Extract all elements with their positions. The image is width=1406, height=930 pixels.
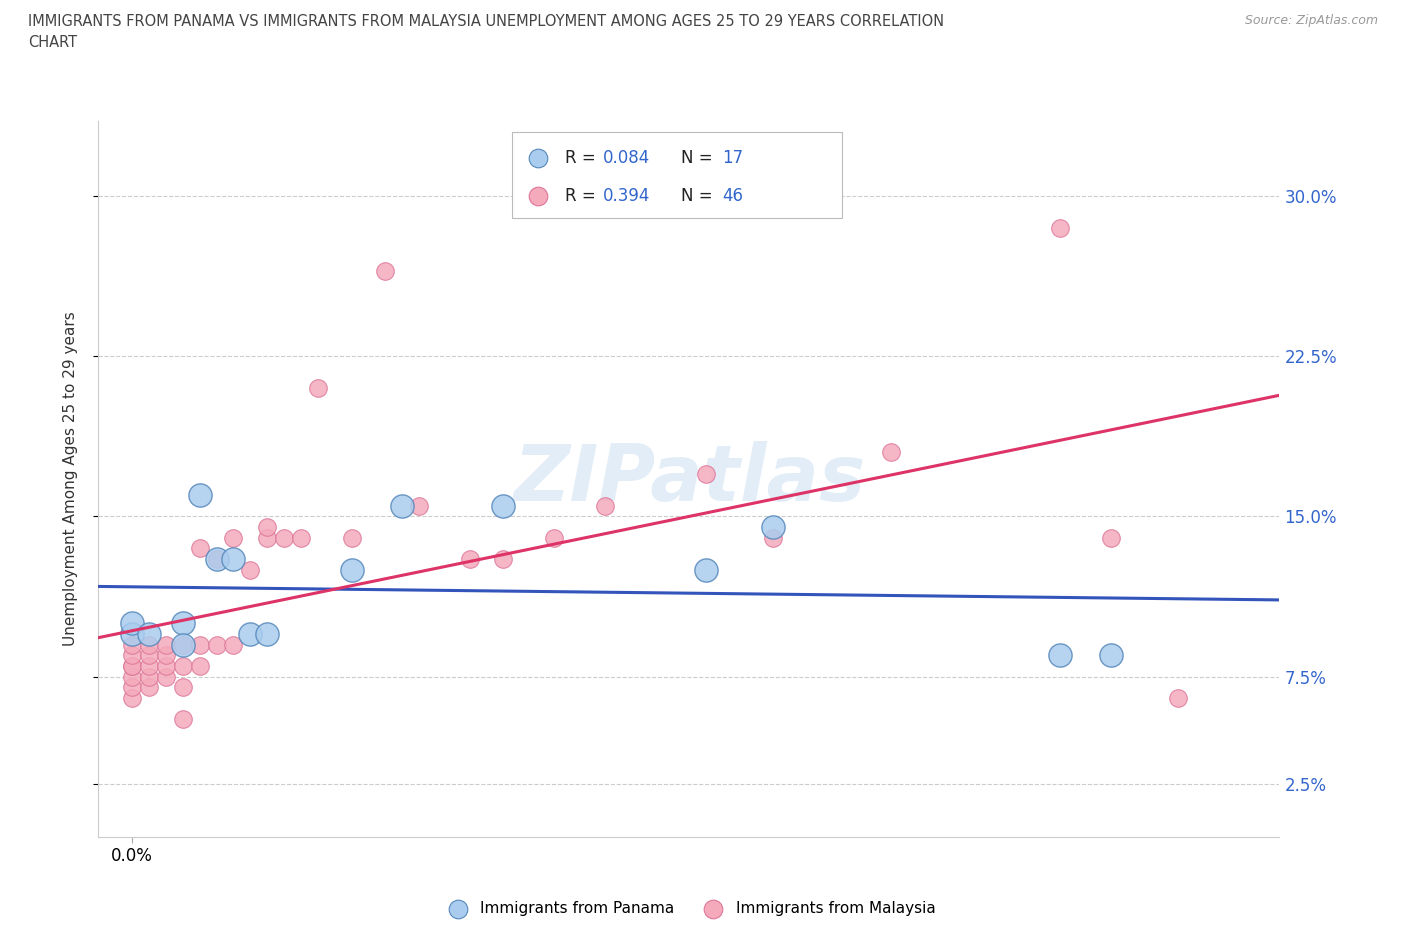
Point bbox=[121, 670, 143, 684]
Point bbox=[222, 551, 245, 566]
Point bbox=[408, 498, 430, 513]
Point bbox=[762, 530, 785, 545]
Point bbox=[1099, 648, 1122, 663]
Point bbox=[1167, 691, 1189, 706]
Point bbox=[155, 670, 177, 684]
Point bbox=[138, 680, 160, 695]
Point bbox=[593, 498, 616, 513]
Point bbox=[1049, 220, 1071, 235]
Point bbox=[492, 498, 515, 513]
Point bbox=[155, 648, 177, 663]
Point bbox=[121, 658, 143, 673]
Point bbox=[695, 466, 717, 481]
Point bbox=[172, 680, 194, 695]
Point bbox=[138, 627, 160, 642]
Point bbox=[172, 712, 194, 727]
Point bbox=[155, 658, 177, 673]
Point bbox=[188, 541, 211, 556]
Point bbox=[188, 658, 211, 673]
Point bbox=[172, 637, 194, 652]
Point bbox=[256, 530, 278, 545]
Point bbox=[121, 616, 143, 631]
Text: 46: 46 bbox=[723, 187, 742, 206]
FancyBboxPatch shape bbox=[512, 132, 842, 218]
Text: ZIPatlas: ZIPatlas bbox=[513, 441, 865, 517]
Point bbox=[172, 616, 194, 631]
Text: CHART: CHART bbox=[28, 35, 77, 50]
Text: R =: R = bbox=[565, 187, 600, 206]
Text: 17: 17 bbox=[723, 149, 744, 167]
Text: N =: N = bbox=[681, 187, 717, 206]
Point bbox=[239, 563, 262, 578]
Point bbox=[205, 637, 228, 652]
Text: R =: R = bbox=[565, 149, 600, 167]
Point bbox=[138, 658, 160, 673]
Point bbox=[205, 551, 228, 566]
Point bbox=[391, 498, 413, 513]
Point bbox=[121, 648, 143, 663]
Point bbox=[172, 658, 194, 673]
Point bbox=[880, 445, 903, 459]
Point bbox=[762, 520, 785, 535]
Point bbox=[695, 563, 717, 578]
Point bbox=[121, 658, 143, 673]
Text: 0.084: 0.084 bbox=[603, 149, 650, 167]
Point bbox=[340, 563, 363, 578]
Point bbox=[273, 530, 295, 545]
Point bbox=[188, 637, 211, 652]
Point bbox=[307, 380, 329, 395]
Y-axis label: Unemployment Among Ages 25 to 29 years: Unemployment Among Ages 25 to 29 years bbox=[63, 312, 77, 646]
Point bbox=[239, 627, 262, 642]
Point bbox=[458, 551, 481, 566]
Point bbox=[205, 551, 228, 566]
Point bbox=[256, 627, 278, 642]
Point bbox=[155, 637, 177, 652]
Point bbox=[121, 637, 143, 652]
Legend: Immigrants from Panama, Immigrants from Malaysia: Immigrants from Panama, Immigrants from … bbox=[436, 896, 942, 923]
Point bbox=[188, 487, 211, 502]
Text: 0.394: 0.394 bbox=[603, 187, 650, 206]
Point bbox=[138, 648, 160, 663]
Point bbox=[222, 530, 245, 545]
Point bbox=[121, 627, 143, 642]
Point bbox=[543, 530, 565, 545]
Point bbox=[256, 520, 278, 535]
Text: IMMIGRANTS FROM PANAMA VS IMMIGRANTS FROM MALAYSIA UNEMPLOYMENT AMONG AGES 25 TO: IMMIGRANTS FROM PANAMA VS IMMIGRANTS FRO… bbox=[28, 14, 945, 29]
Point bbox=[222, 637, 245, 652]
Point bbox=[1099, 530, 1122, 545]
Point bbox=[121, 680, 143, 695]
Point bbox=[121, 691, 143, 706]
Point bbox=[374, 263, 396, 278]
Point bbox=[492, 551, 515, 566]
Point bbox=[1049, 648, 1071, 663]
Point bbox=[138, 637, 160, 652]
Point bbox=[172, 637, 194, 652]
Text: N =: N = bbox=[681, 149, 717, 167]
Point bbox=[138, 670, 160, 684]
Point bbox=[340, 530, 363, 545]
Point bbox=[290, 530, 312, 545]
Text: Source: ZipAtlas.com: Source: ZipAtlas.com bbox=[1244, 14, 1378, 27]
